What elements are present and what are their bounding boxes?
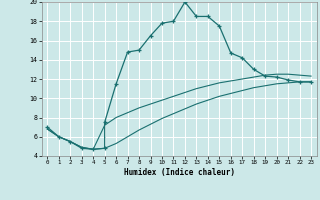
X-axis label: Humidex (Indice chaleur): Humidex (Indice chaleur) <box>124 168 235 177</box>
